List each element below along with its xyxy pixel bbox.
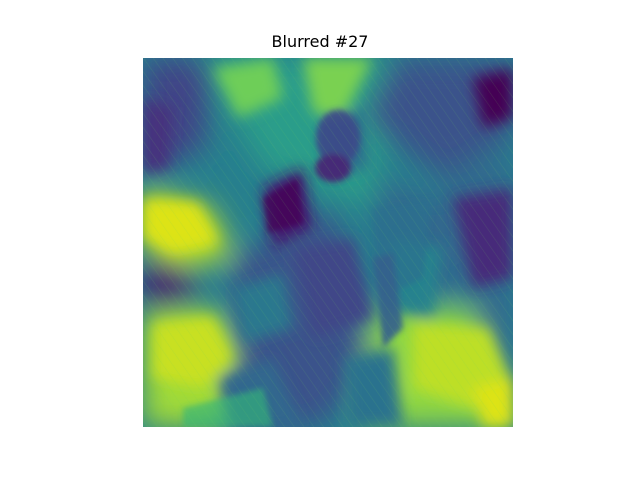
blurred-image <box>143 58 513 427</box>
blurred-image-svg <box>143 58 513 427</box>
figure-title: Blurred #27 <box>271 32 369 51</box>
